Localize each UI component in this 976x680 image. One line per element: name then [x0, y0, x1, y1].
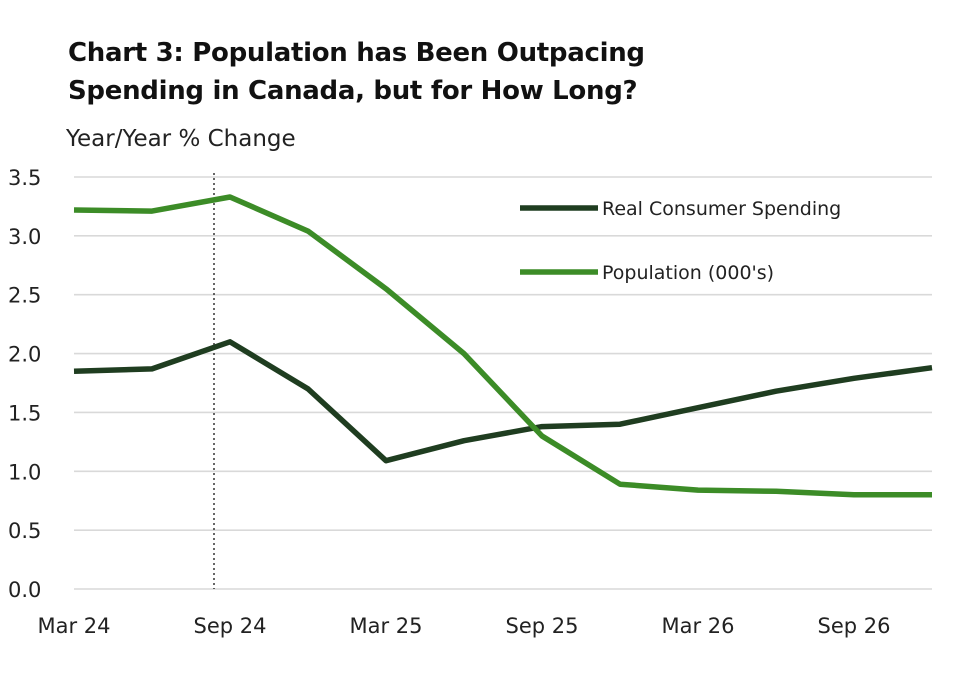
gridlines: [74, 176, 932, 590]
y-tick-label: 2.5: [8, 284, 41, 308]
legend-label: Real Consumer Spending: [602, 198, 841, 220]
y-tick-label: 1.5: [8, 401, 41, 425]
series-line-population: [73, 194, 932, 498]
x-tick-label: Mar 26: [661, 614, 734, 638]
x-tick-label: Sep 25: [506, 614, 579, 638]
y-tick-label: 3.5: [8, 166, 41, 190]
y-axis-label: Year/Year % Change: [66, 126, 296, 152]
chart-title-line-1: Chart 3: Population has Been Outpacing: [68, 38, 645, 68]
legend: Real Consumer Spending Population (000's): [520, 198, 841, 284]
y-axis-ticks: 0.0 0.5 1.0 1.5 2.0 2.5 3.0 3.5: [8, 166, 41, 602]
y-tick-label: 2.0: [8, 343, 41, 367]
x-tick-label: Mar 25: [349, 614, 422, 638]
y-tick-label: 0.0: [8, 578, 41, 602]
series-lines: [73, 194, 933, 498]
x-axis-ticks: Mar 24 Sep 24 Mar 25 Sep 25 Mar 26 Sep 26: [37, 614, 890, 638]
chart-title: Chart 3: Population has Been Outpacing S…: [68, 34, 928, 110]
y-tick-label: 0.5: [8, 519, 41, 543]
y-tick-label: 3.0: [8, 225, 41, 249]
y-tick-label: 1.0: [8, 460, 41, 484]
x-tick-label: Sep 26: [818, 614, 891, 638]
x-tick-label: Sep 24: [194, 614, 267, 638]
series-line-real-consumer-spending: [73, 339, 933, 464]
x-tick-label: Mar 24: [37, 614, 110, 638]
legend-label: Population (000's): [602, 262, 774, 284]
chart-title-line-2: Spending in Canada, but for How Long?: [68, 76, 638, 106]
